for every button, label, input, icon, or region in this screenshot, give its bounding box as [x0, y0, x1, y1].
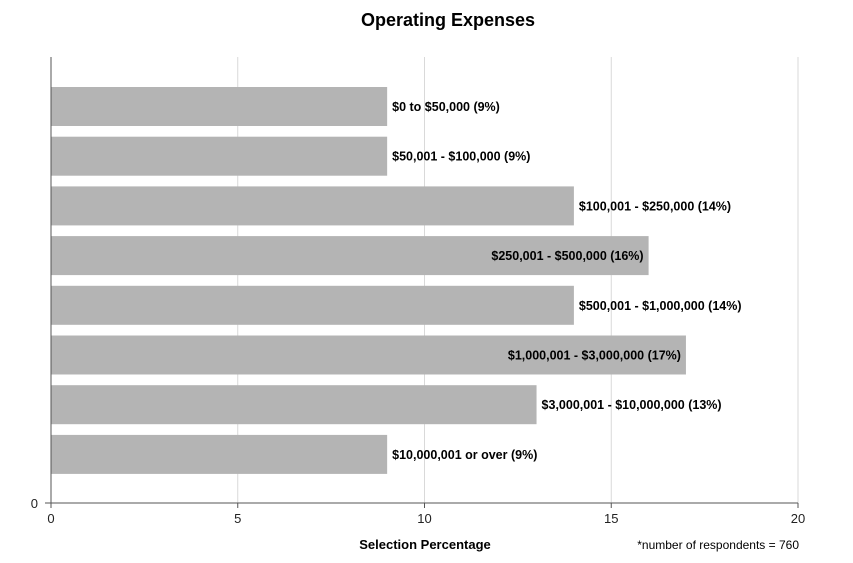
- x-tick-labels: 0 5 10 15 20: [47, 511, 805, 526]
- bar-label-3: $250,001 - $500,000 (16%): [491, 249, 643, 263]
- bar-label-6: $3,000,001 - $10,000,000 (13%): [542, 398, 722, 412]
- bar-3: [51, 236, 649, 276]
- bar-5: [51, 335, 686, 375]
- bar-4: [51, 285, 574, 325]
- bar-2: [51, 186, 574, 226]
- bar-label-2: $100,001 - $250,000 (14%): [579, 199, 731, 213]
- x-tick-label-15: 15: [604, 511, 618, 526]
- gridlines: [237, 57, 799, 503]
- axes: [45, 57, 799, 508]
- bar-labels: $0 to $50,000 (9%) $50,001 - $100,000 (9%…: [392, 100, 741, 462]
- x-tick-label-10: 10: [417, 511, 431, 526]
- respondents-footnote: *number of respondents = 760: [637, 538, 799, 552]
- x-tick-label-20: 20: [791, 511, 805, 526]
- bar-7: [51, 434, 388, 474]
- bars: [51, 87, 686, 474]
- bar-0: [51, 87, 388, 126]
- bar-label-1: $50,001 - $100,000 (9%): [392, 150, 530, 164]
- bar-6: [51, 385, 537, 425]
- y-tick-label-0: 0: [31, 496, 38, 511]
- x-tick-label-5: 5: [234, 511, 241, 526]
- chart-title: Operating Expenses: [361, 10, 535, 30]
- x-axis-label: Selection Percentage: [359, 537, 491, 552]
- bar-label-7: $10,000,001 or over (9%): [392, 448, 537, 462]
- bar-1: [51, 136, 388, 176]
- x-tick-label-0: 0: [47, 511, 54, 526]
- bar-label-0: $0 to $50,000 (9%): [392, 100, 500, 114]
- bar-label-5: $1,000,001 - $3,000,000 (17%): [508, 349, 681, 363]
- bar-label-4: $500,001 - $1,000,000 (14%): [579, 299, 742, 313]
